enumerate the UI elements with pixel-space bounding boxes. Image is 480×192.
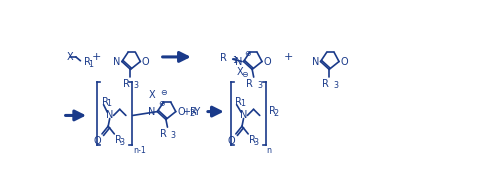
Text: O: O	[228, 136, 235, 146]
Text: R: R	[249, 136, 256, 146]
Text: O: O	[142, 56, 150, 67]
Text: N: N	[106, 110, 113, 120]
Text: N: N	[312, 56, 319, 67]
Text: +: +	[284, 52, 293, 62]
Text: ⊖: ⊖	[241, 70, 248, 79]
Text: R: R	[160, 129, 167, 139]
Text: R: R	[322, 79, 328, 89]
Text: n: n	[266, 146, 272, 155]
Text: 3: 3	[133, 81, 139, 90]
Text: O: O	[177, 107, 185, 117]
Text: N: N	[148, 107, 156, 117]
Text: R: R	[220, 53, 227, 64]
Text: 3: 3	[258, 81, 263, 90]
Text: O: O	[264, 56, 271, 67]
Text: R: R	[115, 136, 122, 146]
Text: 1: 1	[88, 60, 93, 69]
Text: O: O	[94, 136, 101, 146]
Text: R: R	[269, 106, 276, 116]
Text: +R: +R	[182, 107, 197, 117]
Text: 1: 1	[107, 99, 112, 108]
Text: 1: 1	[240, 99, 245, 108]
Text: 3: 3	[120, 138, 125, 147]
Text: R: R	[123, 79, 130, 89]
Text: ⊕: ⊕	[158, 99, 165, 108]
Text: 3: 3	[170, 131, 176, 140]
Text: ⊕: ⊕	[244, 49, 251, 58]
Text: +: +	[92, 52, 101, 62]
Text: n-1: n-1	[133, 146, 146, 155]
Text: 2: 2	[274, 109, 279, 118]
Text: N: N	[240, 110, 247, 120]
Text: X: X	[148, 90, 155, 100]
Text: X: X	[67, 52, 73, 62]
Text: 3: 3	[333, 81, 338, 90]
Text: N: N	[235, 56, 242, 67]
Text: N: N	[113, 56, 120, 67]
Text: X: X	[237, 67, 243, 77]
Text: 1: 1	[232, 56, 237, 65]
Text: -Y: -Y	[192, 107, 201, 117]
Text: ⊖: ⊖	[160, 88, 167, 97]
Text: 3: 3	[253, 138, 259, 147]
Text: 2: 2	[190, 109, 195, 118]
Text: O: O	[340, 56, 348, 67]
Text: R: R	[102, 97, 109, 107]
Text: R: R	[84, 57, 90, 67]
Text: -: -	[232, 53, 236, 64]
Text: R: R	[246, 79, 253, 89]
Text: R: R	[235, 97, 242, 107]
